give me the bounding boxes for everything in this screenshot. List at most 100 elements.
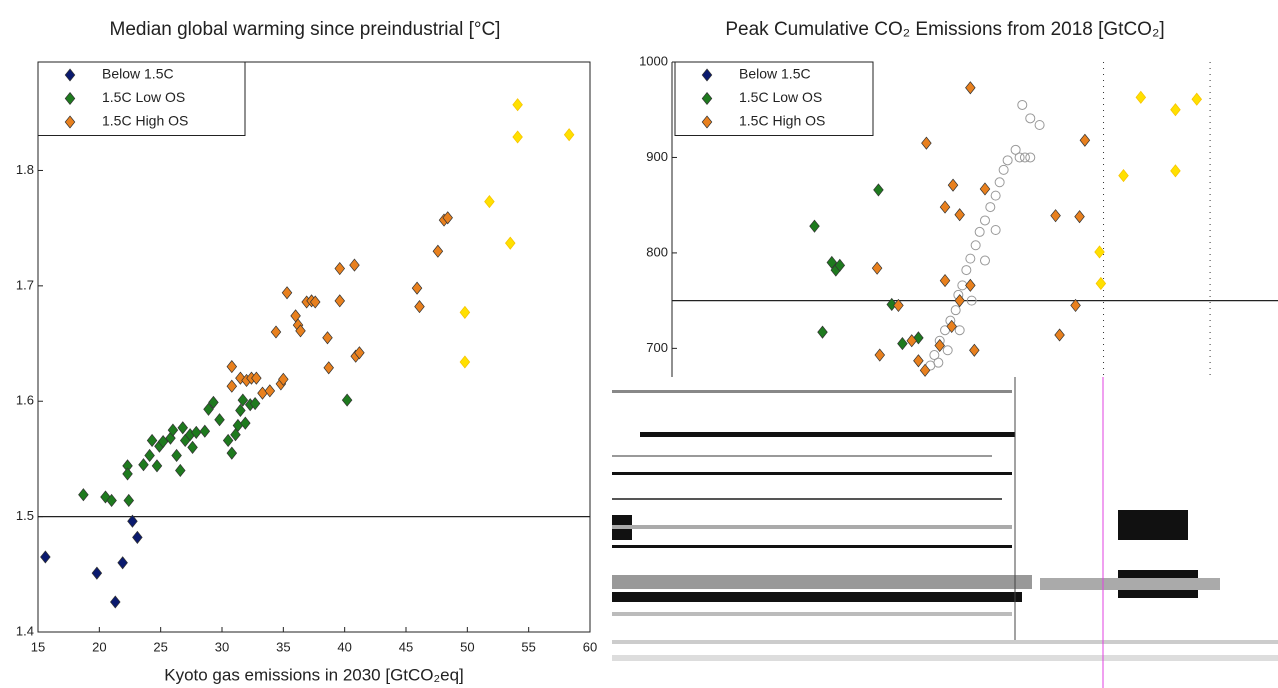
- data-point: [969, 343, 980, 357]
- data-point: [933, 357, 944, 368]
- data-point: [235, 403, 246, 418]
- x-tick-label: 15: [31, 639, 45, 654]
- data-point: [919, 363, 931, 377]
- data-point: [278, 372, 289, 386]
- legend-marker: [701, 91, 713, 106]
- data-point: [954, 208, 965, 222]
- data-point: [893, 298, 904, 312]
- data-point: [138, 458, 149, 472]
- y-tick-label: 1000: [639, 53, 668, 68]
- data-point: [411, 281, 423, 295]
- y-tick-label: 800: [646, 244, 668, 259]
- y-tick-label: 1.7: [16, 277, 34, 292]
- data-point: [1070, 298, 1081, 312]
- data-point: [950, 305, 961, 316]
- data-point: [1017, 99, 1028, 110]
- data-point: [323, 361, 334, 375]
- data-point: [512, 98, 523, 112]
- data-point: [873, 183, 884, 197]
- data-point: [214, 413, 225, 427]
- data-point: [226, 360, 238, 374]
- legend-marker: [701, 68, 713, 82]
- data-point: [961, 265, 972, 276]
- data-point: [264, 384, 276, 398]
- chart-title: Median global warming since preindustria…: [110, 19, 501, 40]
- data-point: [1054, 328, 1065, 342]
- data-point: [309, 295, 321, 309]
- x-tick-label: 60: [583, 639, 597, 654]
- y-tick-label: 1.6: [16, 393, 34, 408]
- data-point: [151, 459, 163, 473]
- data-point: [1135, 90, 1147, 104]
- legend-label: 1.5C Low OS: [739, 89, 822, 105]
- data-point: [203, 402, 214, 416]
- x-tick-label: 30: [215, 639, 229, 654]
- chart-title: Peak Cumulative CO₂ Emissions from 2018 …: [725, 19, 1164, 40]
- y-tick-label: 1.5: [16, 508, 34, 523]
- data-point: [484, 195, 495, 209]
- data-point: [251, 371, 262, 385]
- data-point: [222, 433, 234, 448]
- x-tick-label: 40: [337, 639, 351, 654]
- data-point: [1118, 169, 1129, 183]
- data-point: [974, 226, 985, 237]
- data-point: [965, 81, 976, 95]
- data-point: [1025, 113, 1036, 124]
- data-point: [78, 488, 89, 502]
- data-point: [240, 416, 251, 430]
- corrupted-region: [612, 377, 1278, 688]
- legend-marker: [64, 91, 76, 106]
- legend-label: Below 1.5C: [739, 66, 811, 82]
- data-point: [146, 433, 158, 448]
- data-point: [947, 178, 959, 192]
- data-point: [979, 182, 991, 196]
- data-point: [1191, 92, 1203, 106]
- data-point: [334, 261, 346, 276]
- data-point: [970, 240, 981, 251]
- data-point: [334, 294, 346, 308]
- data-point: [1025, 152, 1036, 163]
- data-point: [563, 128, 575, 142]
- data-point: [117, 556, 128, 570]
- data-point: [897, 337, 908, 351]
- data-point: [257, 386, 268, 400]
- data-point: [208, 395, 219, 409]
- data-point: [874, 348, 886, 362]
- data-point: [40, 550, 51, 564]
- data-point: [1002, 155, 1013, 166]
- data-point: [110, 595, 121, 609]
- legend-marker: [64, 115, 76, 129]
- data-point: [954, 294, 965, 308]
- data-point: [177, 421, 188, 435]
- data-point: [1094, 245, 1105, 259]
- data-point: [341, 393, 353, 407]
- data-point: [354, 346, 365, 360]
- data-point: [990, 225, 1001, 235]
- data-point: [459, 305, 471, 319]
- data-point: [1170, 103, 1181, 117]
- data-point: [994, 177, 1005, 188]
- data-point: [1095, 276, 1107, 291]
- data-point: [942, 345, 953, 356]
- legend-marker: [701, 115, 713, 129]
- legend-label: Below 1.5C: [102, 66, 174, 82]
- y-tick-label: 1.4: [16, 623, 34, 638]
- data-point: [946, 319, 957, 333]
- data-point: [237, 393, 249, 407]
- data-point: [414, 300, 425, 314]
- data-point: [144, 448, 155, 463]
- x-tick-label: 20: [92, 639, 106, 654]
- data-point: [906, 334, 917, 348]
- data-point: [1010, 144, 1021, 155]
- data-point: [929, 350, 940, 361]
- data-point: [226, 446, 238, 460]
- data-point: [1170, 164, 1181, 178]
- x-axis-label: Kyoto gas emissions in 2030 [GtCO₂eq]: [164, 665, 464, 684]
- data-point: [1074, 210, 1085, 224]
- data-point: [281, 286, 293, 300]
- legend-label: 1.5C Low OS: [102, 89, 185, 105]
- data-point: [295, 324, 306, 338]
- data-point: [349, 258, 360, 272]
- legend-marker: [64, 68, 76, 82]
